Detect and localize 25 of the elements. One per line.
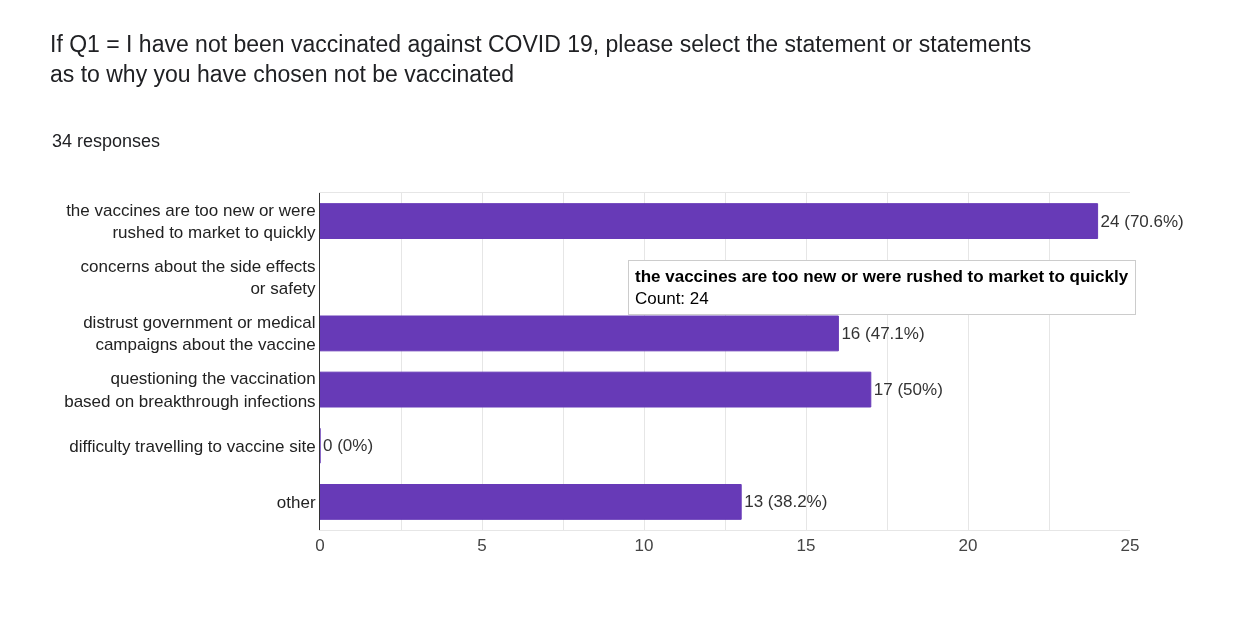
x-tick-label: 15 [796, 536, 816, 556]
x-tick-label: 20 [958, 536, 978, 556]
chart-title: If Q1 = I have not been vaccinated against COVID 19, please select the statement or statements as to why you have chosen not be vaccinated [50, 31, 1032, 87]
y-tick-label: the vaccines are too new or were rushed to market to quickly [66, 200, 317, 243]
bar [320, 484, 742, 520]
annotation: the vaccines are too new or were rushed to market to quickly [635, 267, 1129, 286]
data-label: 0 (0%) [323, 436, 374, 456]
y-tick-label: difficulty travelling to vaccine site [69, 436, 316, 456]
text: 34 responses [52, 131, 161, 151]
x-tick-label: 0 [315, 536, 325, 556]
y-tick-label: concerns about the side effects or safety [80, 257, 317, 299]
y-tick-label: distrust government or medical campaigns about the vaccine [83, 313, 316, 355]
data-label: 17 (50%) [873, 380, 943, 400]
x-tick-label: 10 [634, 536, 654, 556]
bar [320, 203, 1099, 239]
x-tick-label: 25 [1120, 536, 1140, 556]
data-label: 13 (38.2%) [744, 492, 828, 512]
x-tick-label: 5 [477, 536, 487, 556]
bar [320, 371, 872, 408]
y-tick-label: questioning the vaccination based on breakthrough infections [64, 369, 316, 411]
bar [320, 315, 839, 352]
data-label: 16 (47.1%) [841, 323, 925, 343]
data-label: 24 (70.6%) [1100, 211, 1184, 231]
y-tick-label: other [276, 492, 316, 512]
annotation: Count: 24 [635, 289, 709, 309]
